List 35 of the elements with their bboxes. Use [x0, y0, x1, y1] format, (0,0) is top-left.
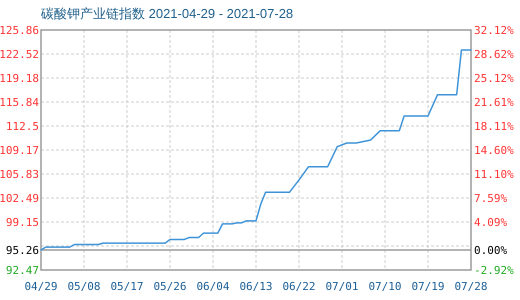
y2-tick-label: 7.59%: [474, 192, 508, 206]
y-tick-label: 95.26: [6, 244, 39, 257]
x-tick-label: 05/26: [153, 280, 187, 293]
x-tick-label: 07/28: [454, 280, 488, 293]
x-tick-label: 06/22: [282, 280, 316, 293]
y2-tick-label: 21.61%: [474, 96, 514, 109]
x-tick-label: 05/08: [67, 280, 101, 293]
y2-tick-label: 25.12%: [474, 72, 514, 85]
line-series: [40, 49, 472, 251]
y-tick-label: 92.47: [6, 264, 39, 277]
y-tick-label: 102.49: [0, 192, 39, 205]
y2-tick-label: 4.09%: [474, 216, 508, 229]
x-tick-label: 05/17: [110, 280, 144, 293]
y2-tick-label: 32.12%: [474, 24, 514, 37]
x-tick-label: 06/13: [239, 280, 273, 293]
y-tick-label: 122.52: [0, 48, 39, 62]
y2-tick-label: 28.62%: [474, 48, 514, 61]
y2-tick-label: 0.00%: [474, 244, 508, 257]
y2-tick-label: 14.60%: [474, 144, 514, 157]
x-tick-label: 04/29: [24, 280, 58, 293]
y2-tick-label: -2.92%: [474, 264, 514, 277]
y2-tick-label: 18.11%: [474, 120, 514, 133]
y-tick-label: 112.5: [6, 120, 39, 134]
y-tick-label: 105.83: [0, 168, 39, 181]
y-tick-label: 125.86: [0, 24, 39, 37]
x-tick-label: 07/19: [411, 280, 445, 293]
y-tick-label: 115.84: [0, 96, 40, 110]
y-tick-label: 109.17: [0, 144, 39, 157]
y-tick-label: 99.15: [6, 216, 39, 229]
x-tick-label: 06/04: [196, 280, 230, 293]
y-tick-label: 119.18: [0, 72, 39, 86]
x-tick-label: 07/10: [368, 280, 402, 293]
y2-tick-label: 11.10%: [474, 168, 514, 181]
x-tick-label: 07/01: [325, 280, 359, 293]
chart-title: 碳酸钾产业链指数 2021-04-29 - 2021-07-28: [40, 6, 294, 21]
